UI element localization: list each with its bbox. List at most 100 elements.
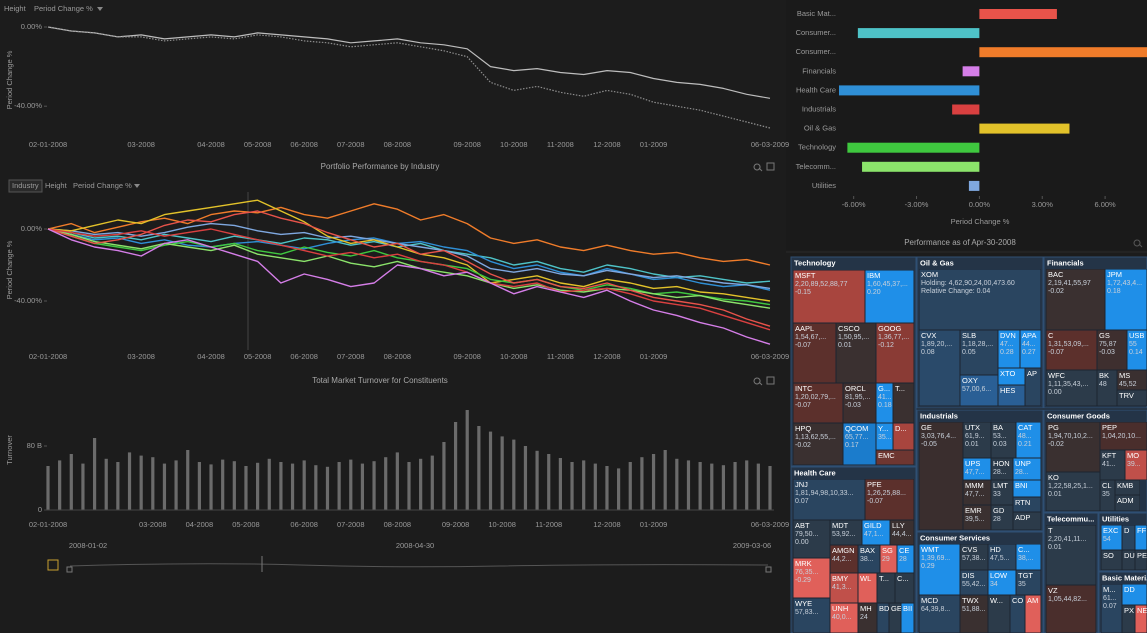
tile[interactable]: MDT53,92... bbox=[830, 520, 862, 545]
tile[interactable]: DIS55,42... bbox=[960, 570, 988, 595]
tile[interactable]: EMC bbox=[876, 450, 914, 465]
tile[interactable]: LLY44,4... bbox=[890, 520, 914, 545]
tile[interactable]: AMGN44,2... bbox=[830, 545, 858, 573]
tile[interactable]: BMY41,3... bbox=[830, 573, 858, 603]
timeline-handle[interactable] bbox=[66, 566, 73, 573]
tile[interactable]: PE bbox=[1135, 550, 1147, 570]
tile[interactable]: KFT41... bbox=[1100, 450, 1125, 480]
tile[interactable]: C... bbox=[895, 573, 914, 603]
tile[interactable]: BNI bbox=[1013, 480, 1041, 497]
tile[interactable]: PX bbox=[1122, 605, 1135, 633]
tile[interactable]: AP bbox=[1025, 368, 1041, 406]
tile[interactable]: C1,31,53,09,...-0.07 bbox=[1046, 330, 1097, 370]
tile[interactable]: BII bbox=[901, 603, 914, 633]
tile[interactable]: ADM bbox=[1115, 495, 1140, 511]
timeline-handle[interactable] bbox=[47, 559, 59, 571]
tile[interactable]: T... bbox=[893, 383, 914, 423]
tile[interactable]: AM bbox=[1025, 595, 1041, 633]
tile[interactable]: UNH40,0... bbox=[830, 603, 858, 633]
tile[interactable]: UNP28... bbox=[1013, 458, 1041, 480]
tile[interactable]: NE bbox=[1135, 605, 1147, 633]
tile[interactable]: SO bbox=[1101, 550, 1122, 570]
tile[interactable]: TWX51,88... bbox=[960, 595, 988, 633]
tile[interactable]: XTO bbox=[998, 368, 1025, 385]
measure-selector[interactable]: Period Change % bbox=[34, 4, 93, 13]
group-button[interactable] bbox=[8, 179, 43, 193]
tile[interactable]: C...38,... bbox=[1016, 544, 1041, 570]
tile[interactable]: G...41...0.18 bbox=[876, 383, 893, 423]
tile[interactable]: MCD64,39,8... bbox=[919, 595, 960, 633]
tile[interactable]: HES bbox=[998, 385, 1025, 406]
tile[interactable]: CO bbox=[1010, 595, 1025, 633]
tile[interactable]: D... bbox=[893, 423, 914, 450]
tile[interactable]: PEP1,04,20,10... bbox=[1100, 422, 1147, 450]
tile[interactable]: KO1,22,58,25,1...0.01 bbox=[1046, 472, 1100, 511]
tile[interactable]: WL bbox=[858, 573, 877, 603]
tile[interactable]: M...61...0.07 bbox=[1101, 584, 1122, 633]
tile[interactable]: DU bbox=[1122, 550, 1135, 570]
tile[interactable]: W... bbox=[988, 595, 1010, 633]
tile[interactable]: UPS47,7... bbox=[963, 458, 991, 480]
tile[interactable]: BD bbox=[877, 603, 890, 633]
tile[interactable]: WYE57,83... bbox=[793, 598, 830, 633]
tile[interactable]: BAX38... bbox=[858, 545, 880, 573]
tile[interactable]: DD bbox=[1122, 584, 1147, 605]
tile[interactable]: MMM47,7... bbox=[963, 480, 991, 505]
tile[interactable]: GILD47,1... bbox=[862, 520, 890, 545]
tile[interactable]: RTN bbox=[1013, 497, 1041, 512]
tile[interactable]: HON28... bbox=[991, 458, 1013, 480]
expand-icon[interactable] bbox=[766, 376, 775, 385]
tile[interactable]: KMB bbox=[1115, 480, 1140, 495]
tile[interactable]: Y...35... bbox=[876, 423, 893, 450]
tile[interactable]: FF bbox=[1135, 525, 1147, 550]
tile[interactable]: HD47,5... bbox=[988, 544, 1016, 570]
dropdown-arrow[interactable] bbox=[97, 7, 103, 11]
tile[interactable]: D bbox=[1122, 525, 1135, 550]
tile[interactable]: PG1,94,70,10,2...-0.02 bbox=[1046, 422, 1100, 472]
tile[interactable]: CVS57,38... bbox=[960, 544, 988, 570]
dropdown-arrow[interactable] bbox=[134, 184, 140, 188]
zoom-icon[interactable] bbox=[753, 163, 763, 172]
group-label[interactable]: Industry bbox=[12, 181, 39, 190]
tile[interactable]: VZ1,05,44,82... bbox=[1046, 585, 1096, 633]
zoom-icon[interactable] bbox=[1133, 239, 1143, 248]
tile[interactable]: MO39... bbox=[1125, 450, 1147, 480]
tile[interactable]: EMR39,5... bbox=[963, 505, 991, 530]
timeline-handle[interactable] bbox=[765, 566, 772, 573]
